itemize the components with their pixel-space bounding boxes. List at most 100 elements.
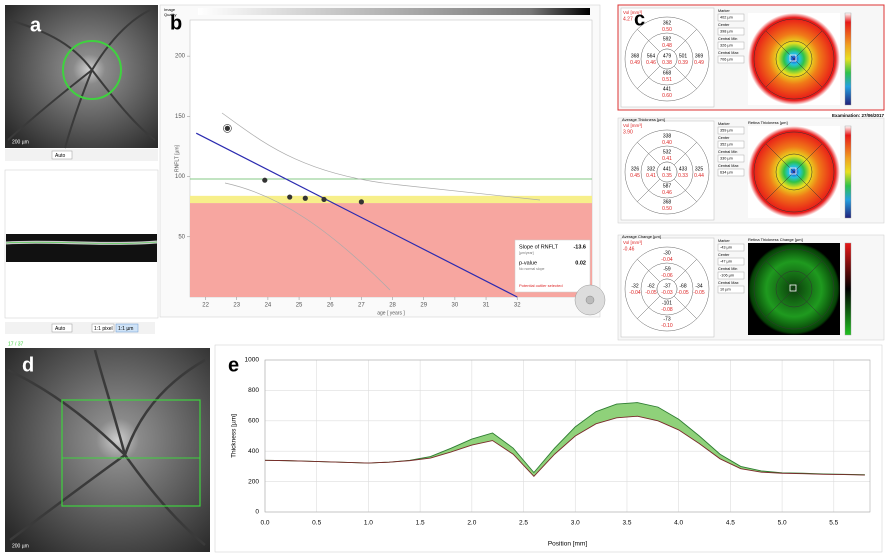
x-axis-label: age [ years ] bbox=[377, 310, 405, 316]
zoom-label: Auto bbox=[55, 153, 66, 159]
x-tick-label: 30 bbox=[452, 303, 459, 309]
sector-volume: 0.50 bbox=[662, 27, 672, 33]
sector-thickness: 668 bbox=[663, 70, 672, 76]
y-tick-label: 0 bbox=[255, 509, 259, 516]
panel-c: Examination: 27/06/2017Vol [mm³]4.273620… bbox=[618, 5, 884, 340]
info-label: Marker bbox=[718, 239, 731, 243]
scale-label: 200 µm bbox=[12, 139, 29, 145]
x-tick-label: 5.0 bbox=[778, 520, 787, 527]
panel-a: 200 µm Auto bbox=[5, 5, 158, 318]
color-bar bbox=[845, 126, 851, 218]
sector-volume: 0.35 bbox=[662, 173, 672, 179]
info-value: 634 µm bbox=[720, 171, 733, 175]
slope-unit: [µm/year] bbox=[519, 251, 534, 255]
panel-d: 17 / 37 200 µm bbox=[5, 341, 210, 552]
sector-volume: 0.45 bbox=[630, 173, 640, 179]
info-value: 706 µm bbox=[720, 58, 733, 62]
vol-value: 3.90 bbox=[623, 129, 633, 135]
sector-volume: -0.06 bbox=[661, 273, 673, 279]
sector-thickness: -34 bbox=[695, 283, 702, 289]
row-title: Average Change [µm] bbox=[622, 234, 661, 239]
y-tick-label: 150 bbox=[175, 114, 186, 120]
vol-value: 4.27 bbox=[623, 16, 633, 22]
vol-label: Vol [mm³] bbox=[623, 123, 642, 128]
x-tick-label: 25 bbox=[296, 303, 303, 309]
sector-thickness: 592 bbox=[663, 36, 672, 42]
y-tick-label: 50 bbox=[178, 234, 185, 240]
info-label: Center bbox=[718, 136, 730, 140]
info-label: Marker bbox=[718, 9, 731, 13]
figure: 200 µm Auto ImageQuality5010015020022232… bbox=[0, 0, 887, 556]
info-label: Central Min bbox=[718, 150, 737, 154]
x-tick-label: 31 bbox=[483, 303, 490, 309]
x-tick-label: 29 bbox=[420, 303, 427, 309]
zoom-label: Auto bbox=[55, 326, 66, 332]
sector-volume: 0.40 bbox=[662, 140, 672, 146]
sector-thickness: 564 bbox=[647, 53, 656, 59]
sector-thickness: -30 bbox=[663, 250, 670, 256]
info-value: 359 µm bbox=[720, 129, 733, 133]
x-tick-label: 3.5 bbox=[622, 520, 631, 527]
sector-thickness: 326 bbox=[631, 166, 640, 172]
scale-label: 200 µm bbox=[12, 543, 29, 549]
sector-volume: -0.03 bbox=[661, 290, 673, 296]
x-tick-label: 24 bbox=[265, 303, 272, 309]
info-label: Central Max bbox=[718, 164, 739, 168]
data-point bbox=[321, 197, 326, 202]
sector-thickness: -68 bbox=[679, 283, 686, 289]
sector-thickness: 501 bbox=[679, 53, 688, 59]
slope-label: Slope of RNFLT bbox=[519, 244, 559, 250]
y-tick-label: 400 bbox=[248, 448, 259, 455]
info-value: 10 µm bbox=[720, 288, 731, 292]
x-tick-label: 4.5 bbox=[726, 520, 735, 527]
sector-volume: 0.50 bbox=[662, 206, 672, 212]
panel-label: a bbox=[30, 14, 42, 36]
sector-volume: -0.08 bbox=[661, 307, 673, 313]
sector-volume: 0.49 bbox=[630, 60, 640, 66]
info-value: 398 µm bbox=[720, 30, 733, 34]
sector-thickness: 368 bbox=[663, 199, 672, 205]
x-tick-label: 32 bbox=[514, 303, 521, 309]
outlier-note: Potential outlier selected bbox=[519, 283, 563, 288]
sector-volume: 0.46 bbox=[646, 60, 656, 66]
info-label: Central Max bbox=[718, 51, 739, 55]
sector-volume: 0.44 bbox=[694, 173, 704, 179]
map-title: Retina Thickness Change [µm] bbox=[748, 237, 803, 242]
slope-value: -13.6 bbox=[573, 244, 586, 250]
examination-date: Examination: 27/06/2017 bbox=[832, 113, 885, 118]
frame-counter: 17 / 37 bbox=[8, 341, 24, 347]
sector-thickness: -59 bbox=[663, 266, 670, 272]
note: No normal slope bbox=[519, 267, 545, 271]
x-tick-label: 23 bbox=[233, 303, 240, 309]
x-tick-label: 1.0 bbox=[364, 520, 373, 527]
x-tick-label: 27 bbox=[358, 303, 365, 309]
info-label: Central Max bbox=[718, 281, 739, 285]
vol-label: Vol [mm³] bbox=[623, 240, 642, 245]
sector-thickness: 441 bbox=[663, 166, 672, 172]
color-bar bbox=[845, 13, 851, 105]
x-tick-label: 3.0 bbox=[571, 520, 580, 527]
sector-thickness: 369 bbox=[695, 53, 704, 59]
map-title: Retina Thickness [µm] bbox=[748, 120, 788, 125]
sector-volume: 0.33 bbox=[678, 173, 688, 179]
sector-thickness: 532 bbox=[663, 149, 672, 155]
sector-thickness: 338 bbox=[663, 133, 672, 139]
info-value: -106 µm bbox=[720, 274, 734, 278]
sector-thickness: 479 bbox=[663, 53, 672, 59]
x-tick-label: 5.5 bbox=[829, 520, 838, 527]
data-point bbox=[359, 199, 364, 204]
info-label: Central Min bbox=[718, 267, 737, 271]
quality-bar bbox=[198, 8, 590, 15]
x-tick-label: 22 bbox=[202, 303, 209, 309]
sector-volume: 0.41 bbox=[662, 156, 672, 162]
info-value: 402 µm bbox=[720, 16, 733, 20]
sector-thickness: -73 bbox=[663, 316, 670, 322]
sector-thickness: -32 bbox=[631, 283, 638, 289]
info-value: -47 µm bbox=[720, 260, 732, 264]
info-label: Central Min bbox=[718, 37, 737, 41]
y-axis-label: RNFLT [µm] bbox=[174, 144, 180, 171]
sector-thickness: 325 bbox=[695, 166, 704, 172]
info-value: 330 µm bbox=[720, 157, 733, 161]
micron-label: 1:1 µm bbox=[118, 326, 133, 332]
